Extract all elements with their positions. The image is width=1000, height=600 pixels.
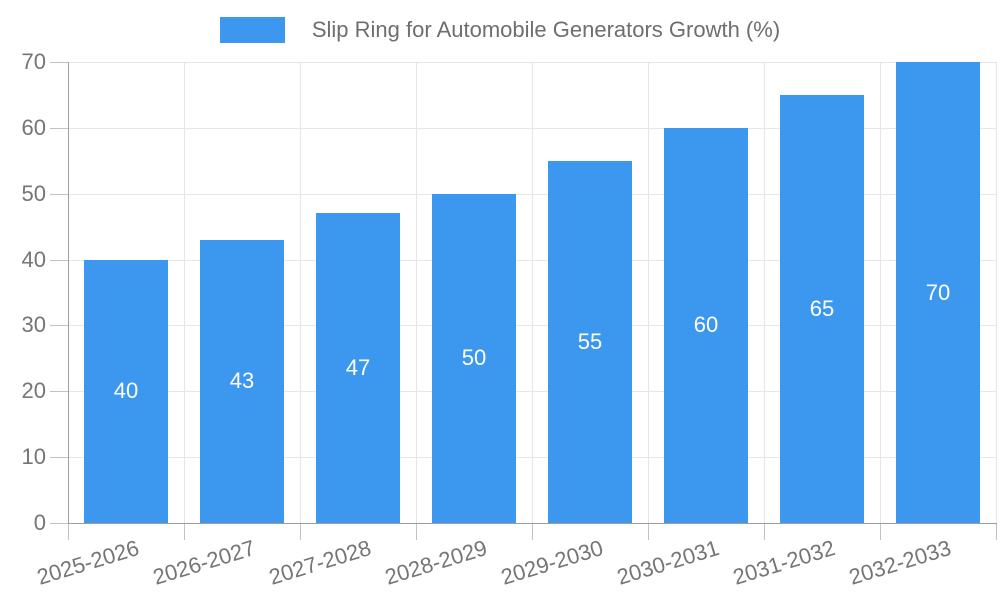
v-gridline-4: [532, 62, 533, 523]
bar-value-label: 47: [345, 355, 371, 381]
legend-label: Slip Ring for Automobile Generators Grow…: [311, 17, 781, 42]
y-tick-mark-50: [50, 193, 68, 195]
bar-2032-2033: 70: [896, 62, 980, 523]
bar-2029-2030: 55: [548, 160, 632, 523]
bar-value-label: 60: [693, 312, 719, 338]
v-gridline-3: [416, 62, 417, 523]
bar-value-label: 43: [229, 368, 255, 394]
bar-2026-2027: 43: [200, 239, 284, 523]
bar-value-label: 55: [577, 328, 603, 354]
v-gridline-1: [184, 62, 185, 523]
bar-2025-2026: 40: [84, 259, 168, 523]
bar-2030-2031: 60: [664, 127, 748, 523]
bar-2028-2029: 50: [432, 193, 516, 523]
v-gridline-6: [764, 62, 765, 523]
y-axis-tick-label-40: 40: [21, 246, 46, 272]
y-tick-mark-10: [50, 457, 68, 459]
y-tick-mark-30: [50, 325, 68, 327]
y-axis-tick-label-30: 30: [21, 312, 46, 338]
x-axis-tick-label-2026-2027: 2026-2027: [149, 535, 258, 590]
x-axis-tick-label-2025-2026: 2025-2026: [33, 535, 142, 590]
legend-swatch-icon: [219, 17, 285, 43]
y-axis-tick-label-70: 70: [21, 49, 46, 74]
bar-value-label: 40: [113, 378, 139, 404]
bar-2027-2028: 47: [316, 213, 400, 523]
x-tick-mark-5: [648, 524, 649, 540]
x-tick-mark-3: [416, 524, 417, 540]
y-axis-tick-label-50: 50: [21, 180, 46, 206]
x-axis-line: [68, 523, 997, 524]
y-tick-mark-60: [50, 127, 68, 129]
x-axis-tick-label-2027-2028: 2027-2028: [265, 535, 374, 590]
y-tick-mark-40: [50, 259, 68, 261]
x-tick-mark-8: [996, 524, 997, 540]
v-gridline-8: [996, 62, 997, 523]
legend-item[interactable]: Slip Ring for Automobile Generators Grow…: [219, 17, 781, 43]
x-tick-mark-0: [68, 524, 69, 540]
y-axis-tick-label-20: 20: [21, 378, 46, 404]
x-axis-tick-label-2029-2030: 2029-2030: [497, 535, 606, 590]
v-gridline-7: [880, 62, 881, 523]
bar-value-label: 70: [925, 279, 951, 305]
x-tick-mark-7: [880, 524, 881, 540]
bar-value-label: 65: [809, 295, 835, 321]
v-gridline-5: [648, 62, 649, 523]
x-tick-mark-6: [764, 524, 765, 540]
x-axis-tick-label-2030-2031: 2030-2031: [613, 535, 722, 590]
y-tick-mark-0: [50, 523, 68, 524]
x-axis-tick-label-2032-2033: 2032-2033: [845, 535, 954, 590]
legend: Slip Ring for Automobile Generators Grow…: [0, 17, 1000, 43]
v-gridline-2: [300, 62, 301, 523]
bar-2031-2032: 65: [780, 94, 864, 523]
x-tick-mark-4: [532, 524, 533, 540]
x-tick-mark-1: [184, 524, 185, 540]
y-tick-mark-20: [50, 391, 68, 393]
y-axis-tick-label-0: 0: [33, 510, 46, 535]
y-tick-mark-70: [50, 62, 68, 63]
x-axis-tick-label-2028-2029: 2028-2029: [381, 535, 490, 590]
x-tick-mark-2: [300, 524, 301, 540]
y-axis-tick-label-10: 10: [21, 444, 46, 470]
bar-value-label: 50: [461, 345, 487, 371]
x-axis-tick-label-2031-2032: 2031-2032: [729, 535, 838, 590]
y-axis-line: [68, 62, 69, 524]
y-axis-tick-label-60: 60: [21, 114, 46, 140]
